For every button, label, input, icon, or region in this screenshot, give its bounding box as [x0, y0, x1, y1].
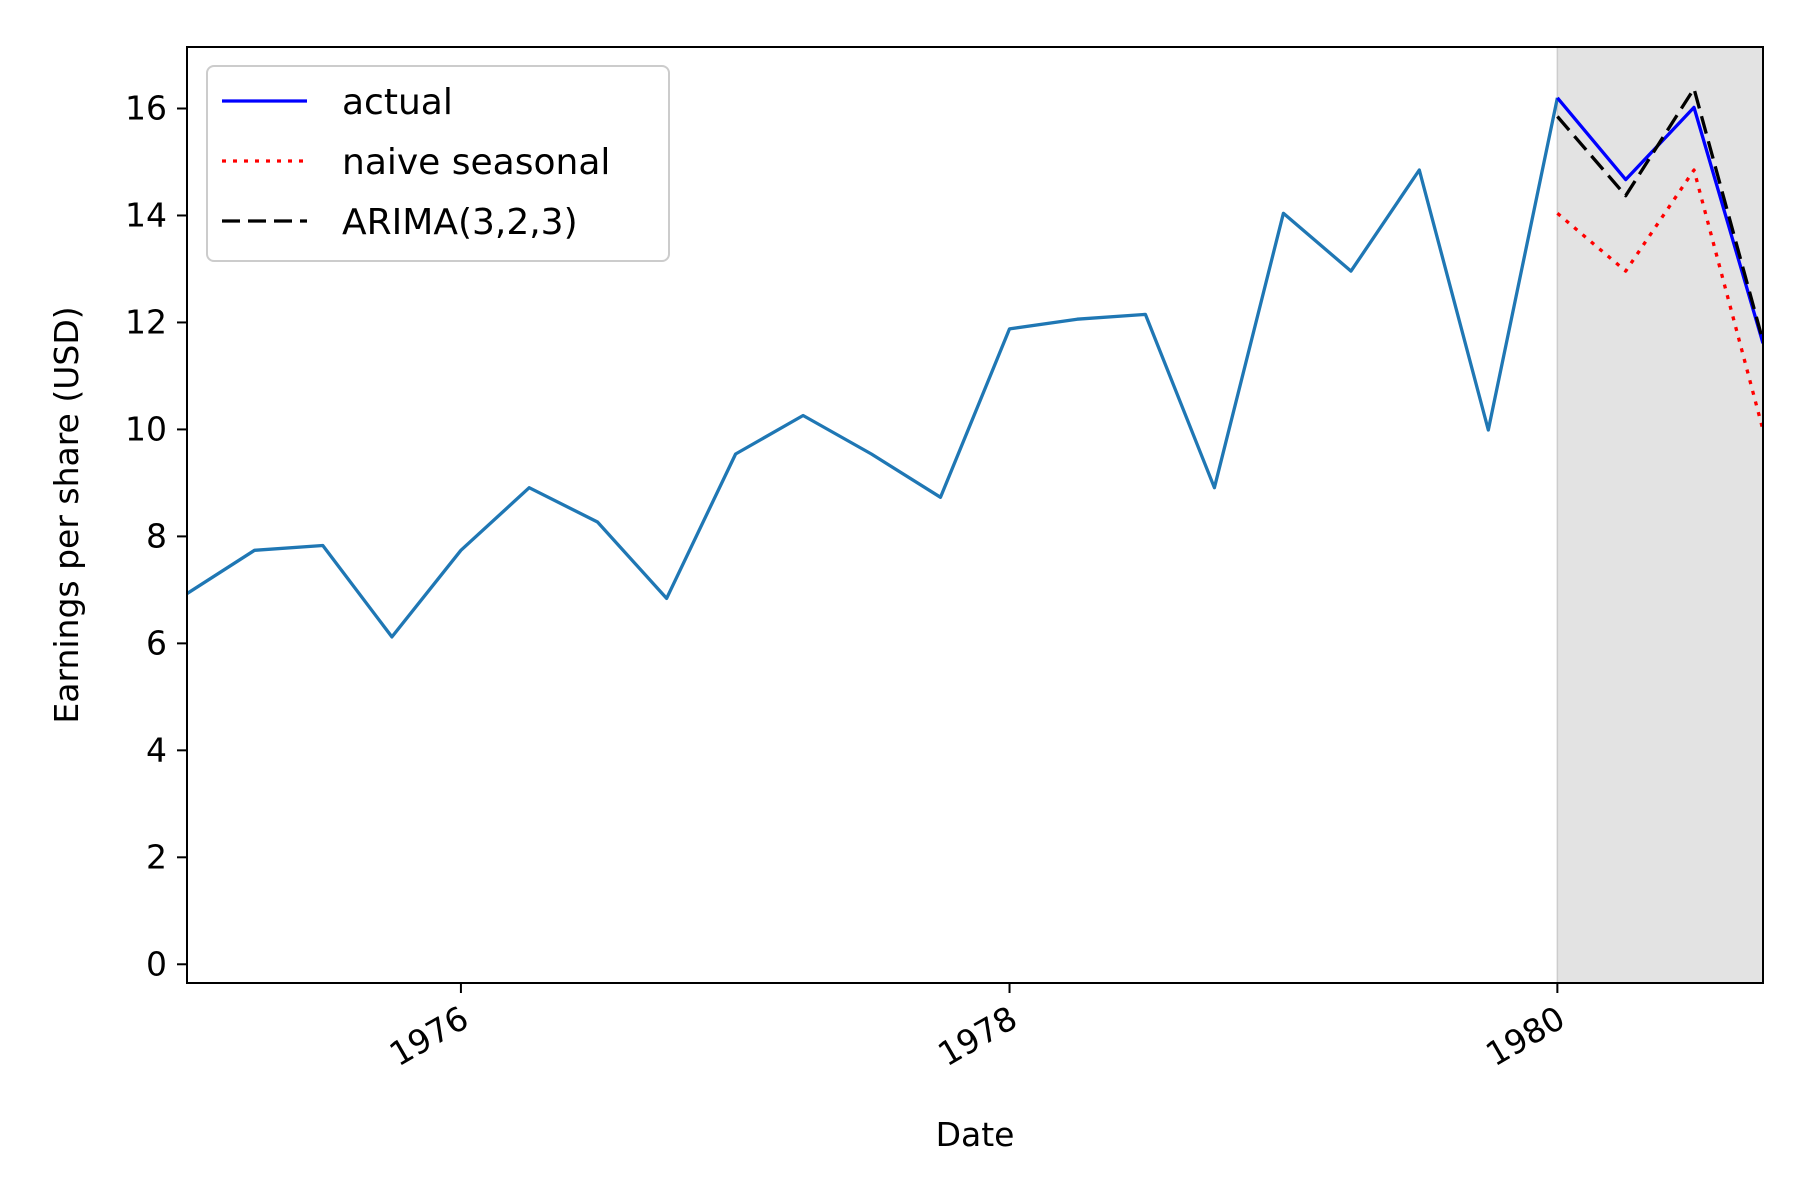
plot-frame	[186, 46, 1764, 984]
y-tick-label: 4	[146, 730, 167, 769]
series-line-arima-3-2-3	[1556, 87, 1763, 342]
y-tick-label: 10	[125, 409, 167, 448]
forecast-shaded-region	[1557, 47, 1763, 983]
y-tick-label: 2	[146, 837, 167, 876]
y-tick-label: 14	[125, 195, 167, 234]
legend: actual naive seasonal ARIMA(3,2,3)	[206, 65, 670, 262]
y-tick-label: 12	[125, 302, 167, 341]
y-tick-label: 0	[146, 944, 167, 983]
y-axis-label: Earnings per share (USD)	[47, 306, 86, 723]
y-tick-label: 16	[125, 89, 167, 128]
legend-label: naive seasonal	[342, 142, 610, 183]
series-layer	[187, 87, 1763, 639]
series-line-history	[187, 97, 1560, 639]
y-tick-label: 6	[146, 623, 167, 662]
y-tick-label: 8	[146, 516, 167, 555]
legend-box	[206, 65, 670, 262]
y-axis: 0 2 4 6 8 10 12 14 16	[125, 89, 187, 983]
legend-label: actual	[342, 82, 453, 123]
x-axis-label: Date	[936, 1115, 1015, 1154]
series-line-naive-seasonal	[1556, 168, 1763, 431]
legend-label: ARIMA(3,2,3)	[342, 202, 578, 243]
